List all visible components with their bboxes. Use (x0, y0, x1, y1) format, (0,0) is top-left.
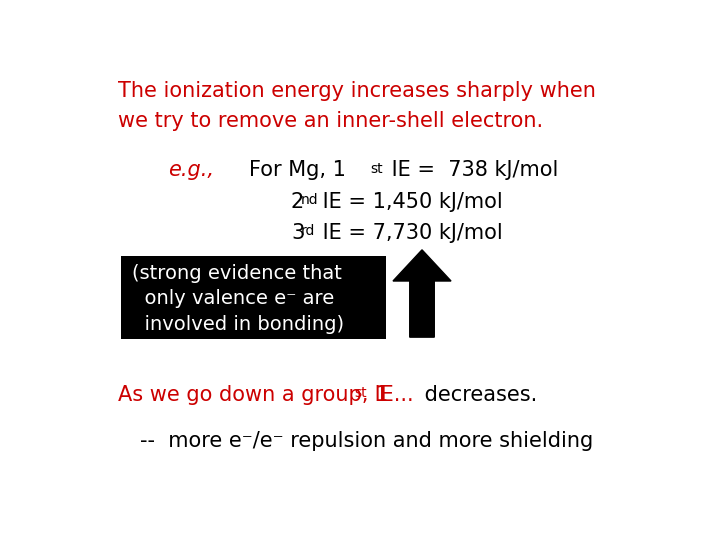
Text: only valence e⁻ are: only valence e⁻ are (132, 289, 334, 308)
FancyBboxPatch shape (121, 256, 386, 339)
Text: IE = 1,450 kJ/mol: IE = 1,450 kJ/mol (316, 192, 503, 212)
Text: we try to remove an inner-shell electron.: we try to remove an inner-shell electron… (118, 111, 543, 131)
Text: 2: 2 (291, 192, 304, 212)
Text: IE =  738 kJ/mol: IE = 738 kJ/mol (384, 160, 558, 180)
Text: As we go down a group, 1: As we go down a group, 1 (118, 385, 388, 405)
Text: e.g.,: e.g., (168, 160, 214, 180)
Text: 3: 3 (291, 223, 304, 243)
Text: nd: nd (301, 193, 318, 207)
Text: involved in bonding): involved in bonding) (132, 315, 344, 334)
Text: st: st (371, 161, 383, 176)
Text: rd: rd (301, 224, 315, 238)
Text: The ionization energy increases sharply when: The ionization energy increases sharply … (118, 82, 595, 102)
Text: st: st (354, 386, 367, 400)
Polygon shape (393, 250, 451, 337)
Text: --  more e⁻/e⁻ repulsion and more shielding: -- more e⁻/e⁻ repulsion and more shieldi… (140, 431, 593, 451)
Text: For Mg, 1: For Mg, 1 (249, 160, 346, 180)
Text: IE...: IE... (369, 385, 414, 405)
Text: IE = 7,730 kJ/mol: IE = 7,730 kJ/mol (316, 223, 503, 243)
Text: decreases.: decreases. (418, 385, 537, 405)
Text: (strong evidence that: (strong evidence that (132, 264, 342, 282)
